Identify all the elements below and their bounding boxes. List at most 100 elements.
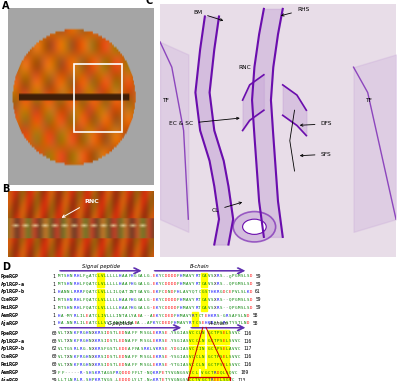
Text: D: D (171, 298, 173, 302)
Bar (204, 288, 207, 295)
Text: Y: Y (159, 298, 161, 302)
Text: L: L (98, 282, 100, 286)
Text: D: D (217, 370, 219, 375)
Text: T: T (140, 378, 143, 381)
Text: L: L (137, 370, 140, 375)
Text: V: V (189, 363, 192, 367)
Bar (216, 346, 220, 352)
Text: S: S (210, 282, 213, 286)
Text: R: R (156, 378, 158, 381)
Text: R: R (73, 290, 76, 294)
Text: R: R (79, 339, 82, 343)
Text: S: S (210, 274, 213, 278)
Text: L: L (107, 298, 109, 302)
Text: I: I (128, 290, 131, 294)
Text: E: E (152, 331, 155, 335)
Text: D: D (2, 262, 10, 272)
Text: E: E (134, 322, 137, 325)
Text: L: L (116, 290, 118, 294)
Text: -: - (64, 322, 66, 325)
Text: S: S (101, 347, 103, 351)
Text: R: R (195, 298, 198, 302)
Text: L: L (98, 298, 100, 302)
Text: N: N (64, 290, 66, 294)
Text: C: C (238, 347, 240, 351)
Text: Q: Q (229, 306, 231, 310)
Text: H: H (67, 306, 70, 310)
Text: T: T (61, 298, 64, 302)
Text: L: L (98, 314, 100, 318)
Bar (226, 377, 229, 381)
Text: G: G (146, 290, 149, 294)
Text: Y: Y (156, 322, 158, 325)
Bar (192, 346, 195, 352)
Text: R: R (217, 298, 219, 302)
Text: L: L (244, 282, 246, 286)
Bar (195, 312, 198, 319)
Text: G: G (208, 331, 210, 335)
Text: R: R (79, 355, 82, 359)
Text: A: A (183, 363, 186, 367)
Text: X: X (92, 355, 94, 359)
Bar (201, 361, 204, 368)
Text: L: L (107, 274, 109, 278)
Text: A: A (183, 290, 186, 294)
Text: E: E (152, 306, 155, 310)
Text: A: A (61, 290, 64, 294)
Bar (195, 377, 198, 381)
Text: D: D (250, 298, 253, 302)
Text: N: N (67, 322, 70, 325)
Text: L: L (79, 306, 82, 310)
Bar (226, 369, 229, 376)
Text: X: X (214, 282, 216, 286)
Text: T: T (208, 290, 210, 294)
Text: M: M (140, 363, 143, 367)
Bar (222, 353, 226, 360)
Text: C: C (238, 331, 240, 335)
Text: BM: BM (193, 10, 222, 21)
Text: I: I (104, 339, 106, 343)
Text: R: R (98, 339, 100, 343)
Text: C: C (210, 355, 213, 359)
Text: G: G (201, 378, 204, 381)
Bar (189, 377, 192, 381)
Text: G: G (107, 370, 109, 375)
Text: -: - (168, 339, 170, 343)
Text: S: S (186, 331, 189, 335)
Bar (192, 338, 195, 344)
Text: H: H (177, 290, 180, 294)
Bar (204, 377, 207, 381)
Text: 113: 113 (237, 378, 245, 381)
Text: B: B (2, 184, 10, 194)
Text: -: - (143, 322, 146, 325)
Bar (207, 338, 210, 344)
Bar (198, 338, 201, 344)
Bar (97, 304, 100, 311)
Text: V: V (186, 370, 189, 375)
Text: K: K (214, 290, 216, 294)
Text: G: G (235, 282, 237, 286)
Text: L: L (125, 322, 128, 325)
Text: V: V (189, 306, 192, 310)
Text: -: - (226, 274, 228, 278)
Bar (207, 369, 210, 376)
Text: T: T (208, 378, 210, 381)
Text: V: V (235, 355, 237, 359)
Text: F: F (159, 290, 161, 294)
Text: AplRGP-a: AplRGP-a (1, 338, 25, 344)
Text: K: K (156, 347, 158, 351)
Text: R: R (189, 322, 192, 325)
Text: I: I (116, 314, 118, 318)
Text: T: T (229, 322, 231, 325)
Bar (219, 330, 222, 336)
Bar (97, 288, 100, 295)
Text: F: F (134, 331, 137, 335)
Text: L: L (128, 314, 131, 318)
Text: F: F (82, 298, 85, 302)
Text: P: P (232, 274, 234, 278)
Text: S: S (110, 378, 112, 381)
Text: L: L (116, 347, 118, 351)
Text: X: X (67, 363, 70, 367)
Text: AjaRGP: AjaRGP (1, 378, 19, 381)
Text: V: V (189, 331, 192, 335)
